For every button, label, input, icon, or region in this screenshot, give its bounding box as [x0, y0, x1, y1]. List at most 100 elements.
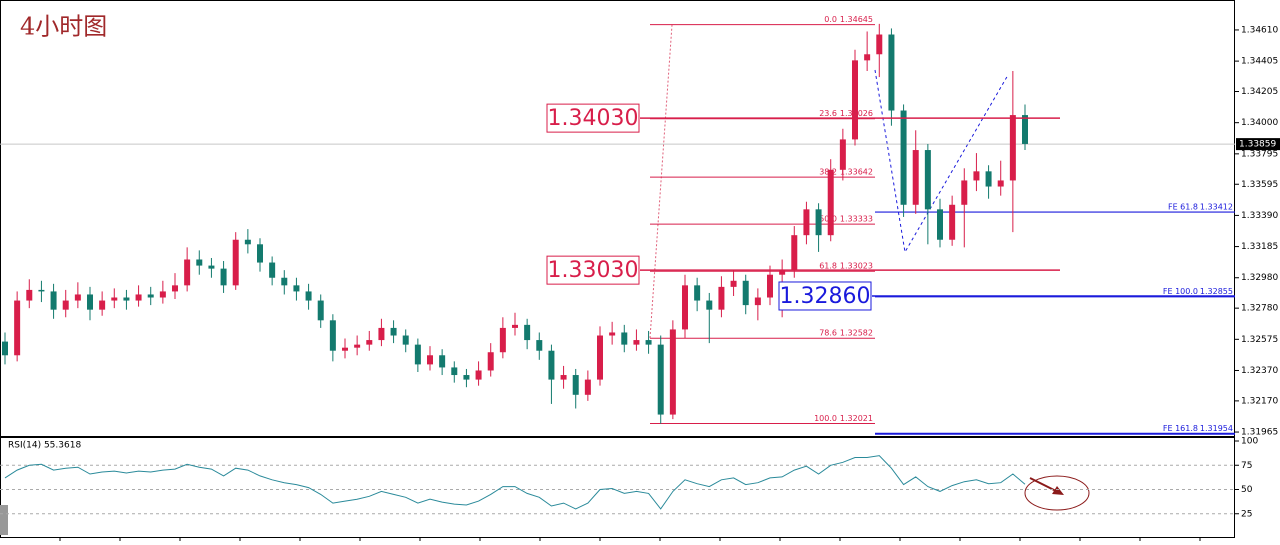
candle-body — [451, 367, 458, 376]
y-tick-label: 1.33595 — [1241, 180, 1278, 190]
candle-body — [839, 139, 846, 170]
annotation-label: 1.32860 — [780, 284, 871, 309]
candle-body — [584, 379, 591, 395]
y-tick-label: 1.34000 — [1241, 118, 1278, 128]
candle-body — [912, 150, 919, 205]
candle-body — [512, 324, 518, 328]
candle-body — [888, 34, 895, 111]
fib-price: 1.33333 — [840, 215, 873, 224]
candle-body — [718, 286, 725, 310]
fe-level: FE 100.0 — [1163, 287, 1198, 296]
candle-body — [852, 60, 858, 140]
candle-body — [220, 268, 227, 286]
candle-body — [949, 204, 956, 240]
candle-body — [645, 340, 652, 345]
candle-body — [657, 344, 664, 415]
candle-body — [317, 300, 324, 321]
candle-body — [402, 335, 409, 345]
rsi-panel-frame — [0, 437, 1235, 538]
fib-price: 1.32582 — [840, 329, 873, 338]
rsi-tick-label: 75 — [1241, 461, 1252, 471]
y-tick-label: 1.32575 — [1241, 335, 1278, 345]
fib-level: 23.6 — [819, 109, 837, 118]
candle-body — [463, 375, 470, 380]
candle-body — [827, 169, 834, 236]
candle-body — [439, 355, 446, 368]
fe-price: 1.32855 — [1200, 287, 1233, 296]
candle-body — [99, 300, 106, 310]
current-price-label: 1.33859 — [1239, 140, 1276, 150]
candle-body — [232, 239, 239, 286]
candle-body — [487, 352, 494, 371]
candle-body — [281, 277, 288, 286]
candle-body — [961, 180, 968, 205]
candle-body — [864, 54, 871, 61]
annotation-box — [546, 255, 640, 285]
candle-body — [937, 209, 943, 240]
candle-body — [1009, 115, 1016, 181]
candle-body — [244, 239, 251, 245]
rsi-tick-label: 100 — [1241, 437, 1258, 447]
candle-body — [414, 344, 421, 365]
candle-body — [742, 280, 749, 306]
candle-body — [354, 344, 361, 348]
candle-body — [997, 180, 1004, 187]
y-tick-label: 1.34205 — [1241, 87, 1278, 97]
fib-price: 1.33642 — [840, 168, 873, 177]
arrow-head — [1052, 486, 1064, 495]
current-price-box — [1236, 138, 1280, 151]
candle-body — [924, 150, 931, 210]
candle-body — [378, 327, 385, 341]
candle-body — [767, 274, 773, 298]
candle-body — [62, 300, 69, 310]
candle-body — [111, 297, 118, 301]
candle-body — [50, 291, 57, 310]
candle-body — [172, 285, 178, 292]
candle-body — [366, 340, 373, 345]
fib-price: 1.32021 — [840, 414, 873, 423]
fib-anchor-line — [649, 24, 673, 339]
annotation-label: 1.34030 — [548, 106, 639, 131]
fe-level: FE 161.8 — [1163, 424, 1198, 433]
y-tick-label: 1.32370 — [1241, 366, 1278, 376]
candle-body — [706, 300, 713, 310]
candle-body — [597, 335, 603, 380]
candle-body — [184, 259, 191, 286]
candle-body — [754, 297, 761, 306]
candle-body — [14, 300, 21, 356]
fe-zigzag — [874, 69, 1009, 254]
y-tick-label: 1.34610 — [1241, 25, 1278, 35]
candle-body — [208, 265, 215, 269]
fib-level: 78.6 — [819, 329, 837, 338]
candle-body — [609, 332, 616, 336]
candle-body — [87, 294, 93, 310]
candle-body — [293, 285, 300, 292]
candle-body — [74, 294, 81, 301]
y-tick-label: 1.32780 — [1241, 304, 1278, 314]
candle-body — [1022, 115, 1028, 144]
annotation-box — [778, 281, 872, 311]
fe-level: FE 61.8 — [1168, 203, 1198, 212]
candle-body — [803, 209, 810, 236]
candle-body — [329, 320, 336, 351]
fib-level: 61.8 — [819, 262, 837, 271]
candle-body — [985, 171, 992, 187]
candle-body — [536, 340, 543, 351]
scroll-handle — [0, 505, 8, 535]
y-tick-label: 1.33795 — [1241, 149, 1278, 159]
candle-body — [257, 244, 263, 263]
y-tick-label: 1.31965 — [1241, 428, 1278, 438]
rsi-line — [4, 455, 1026, 510]
arrow-shaft — [1029, 477, 1059, 493]
candle-body — [815, 209, 822, 236]
candle-body — [633, 340, 640, 345]
candle-body — [269, 262, 276, 278]
candle-body — [159, 291, 166, 298]
candle-body — [38, 289, 45, 292]
y-tick-label: 1.34405 — [1241, 57, 1278, 67]
candle-body — [147, 294, 154, 298]
fib-price: 1.33023 — [840, 262, 873, 271]
y-tick-label: 1.33390 — [1241, 211, 1278, 221]
fib-level: 100.0 — [814, 414, 837, 423]
candle-body — [973, 171, 980, 181]
